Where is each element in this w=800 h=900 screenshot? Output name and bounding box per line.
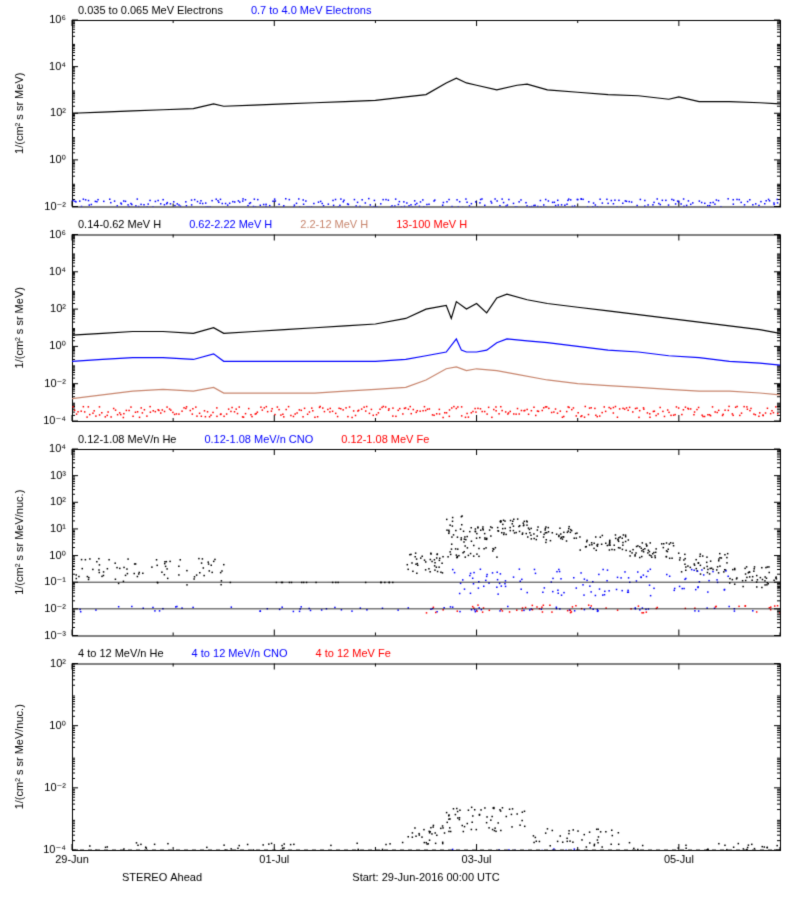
chart-canvas bbox=[0, 0, 800, 900]
chart-container bbox=[0, 0, 800, 900]
